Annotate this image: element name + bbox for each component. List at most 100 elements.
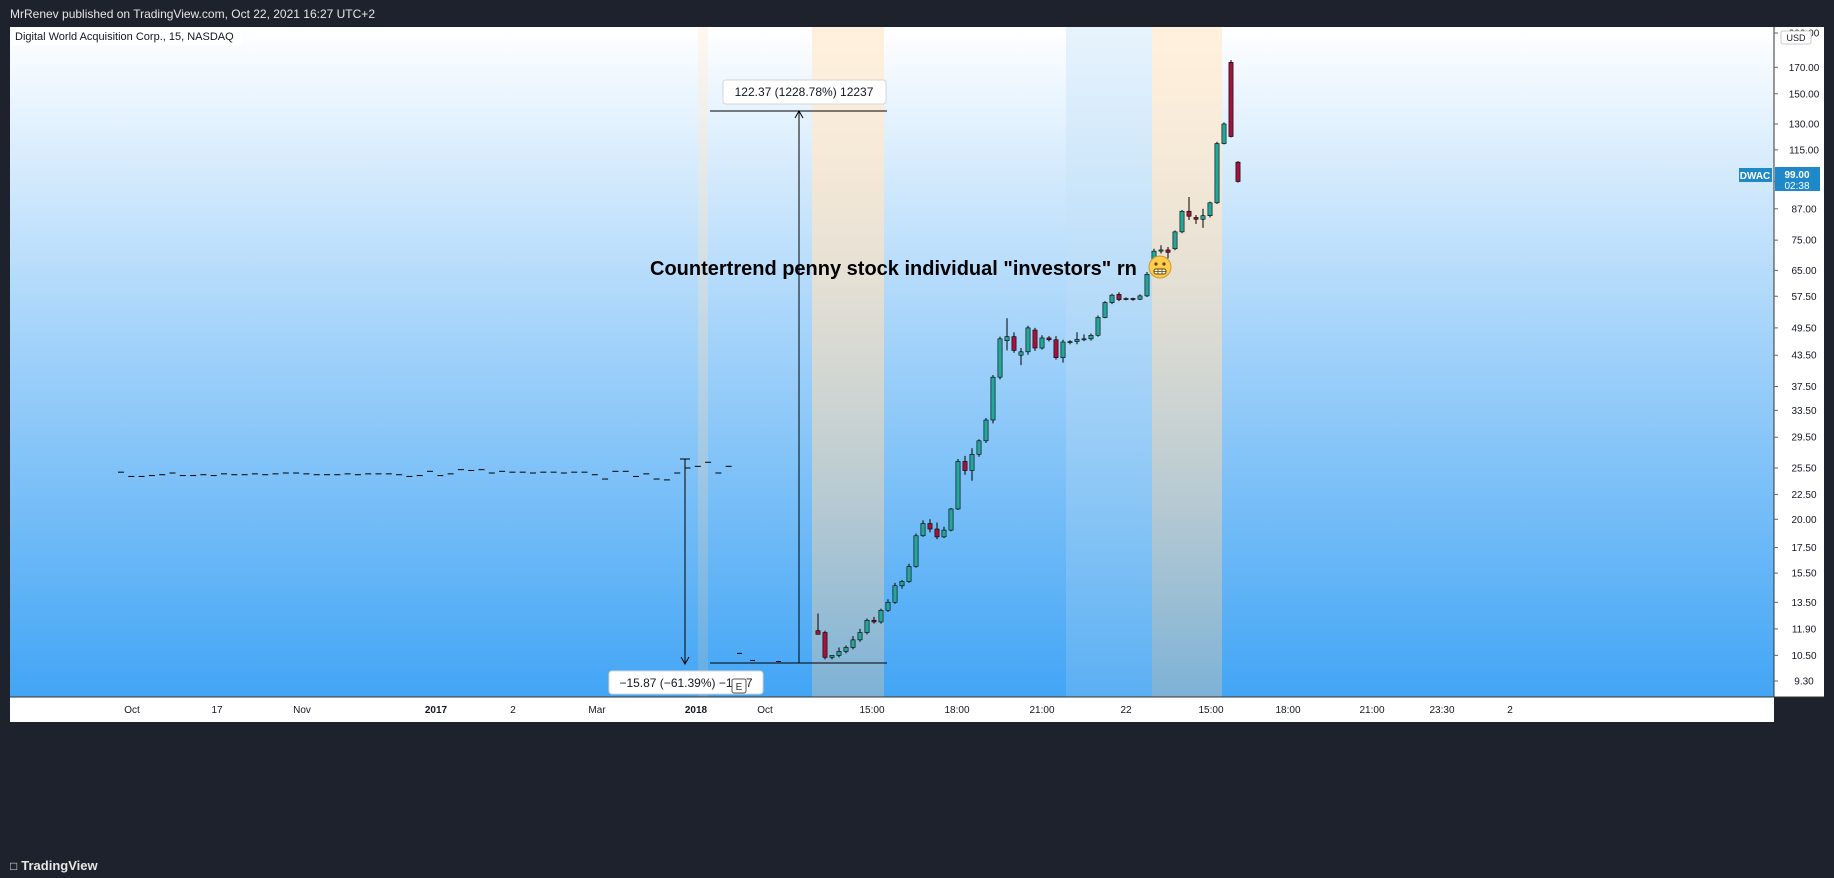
candle-body: [962, 461, 968, 471]
x-tick-label: 2: [510, 705, 516, 716]
x-tick-label: 15:00: [859, 705, 884, 716]
candle-body: [1032, 329, 1038, 349]
y-tick-label: 33.50: [1791, 406, 1816, 417]
candle-body: [1046, 337, 1052, 341]
measure-up-label: 122.37 (1228.78%) 12237: [735, 85, 874, 99]
footer-bar: □ TradingView: [0, 852, 1834, 878]
candle-body: [941, 529, 947, 538]
x-tick-label: 15:00: [1198, 705, 1223, 716]
candle-body: [885, 601, 891, 611]
candle-body: [934, 528, 940, 538]
candle-body: [1018, 351, 1024, 356]
x-tick-label: 21:00: [1029, 705, 1054, 716]
chart-canvas[interactable]: 122.37 (1228.78%) 12237 −15.87 (−61.39%)…: [10, 27, 1824, 852]
time-axis[interactable]: [10, 697, 1774, 722]
candle-body: [829, 655, 835, 658]
candle-body: [906, 566, 912, 582]
candle-body: [1172, 231, 1178, 250]
y-tick-label: 25.50: [1791, 463, 1816, 474]
candle-body: [983, 419, 989, 442]
candle-body: [815, 630, 821, 635]
publish-line: MrRenev published on TradingView.com, Oc…: [10, 7, 375, 21]
y-tick-label: 22.50: [1791, 490, 1816, 501]
candle-body: [1137, 295, 1143, 300]
x-tick-label: Mar: [588, 705, 606, 716]
candle-body: [850, 639, 856, 648]
candle-body: [836, 651, 842, 656]
x-tick-label: Oct: [757, 705, 773, 716]
y-tick-label: 65.00: [1791, 266, 1816, 277]
x-tick-label: 22: [1120, 705, 1132, 716]
y-tick-label: 130.00: [1789, 119, 1820, 130]
candle-body: [822, 632, 828, 658]
candle-body: [1011, 336, 1017, 351]
y-tick-label: 9.30: [1794, 677, 1814, 688]
ticker-symbol: DWAC: [1740, 171, 1771, 182]
brand-name: TradingView: [21, 858, 98, 873]
candle-body: [1025, 327, 1031, 353]
chart-frame[interactable]: 122.37 (1228.78%) 12237 −15.87 (−61.39%)…: [10, 27, 1824, 852]
arrow-down-icon: [680, 656, 690, 666]
measure-tool-up[interactable]: 122.37 (1228.78%) 12237: [710, 79, 887, 664]
chart-caption: Countertrend penny stock individual "inv…: [650, 258, 1137, 280]
x-tick-label: 21:00: [1359, 705, 1384, 716]
plot-background: [10, 27, 1774, 697]
ticker-countdown: 02:38: [1784, 181, 1809, 192]
currency-label: USD: [1786, 33, 1806, 43]
measure-down-label: −15.87 (−61.39%) −1587: [619, 676, 752, 690]
candle-body: [1081, 338, 1087, 341]
candle-body: [1004, 336, 1010, 341]
y-tick-label: 15.50: [1791, 569, 1816, 580]
session-highlights: [698, 27, 1222, 697]
x-tick-label: Oct: [124, 705, 140, 716]
candle-body: [878, 609, 884, 623]
ticker-price-tag: DWAC 99.00 02:38: [1739, 167, 1820, 192]
candle-body: [1193, 217, 1199, 220]
y-tick-label: 29.50: [1791, 433, 1816, 444]
x-tick-label: 2: [1507, 705, 1513, 716]
candle-body: [1130, 298, 1136, 300]
earnings-marker[interactable]: E: [731, 678, 747, 694]
candle-body: [1214, 143, 1220, 204]
session-band: [698, 27, 708, 697]
price-axis[interactable]: [1774, 27, 1824, 697]
candle-body: [969, 454, 975, 471]
session-band: [1066, 27, 1152, 697]
y-tick-label: 43.50: [1791, 351, 1816, 362]
candle-body: [1123, 298, 1129, 300]
candle-body: [1060, 341, 1066, 358]
ticker-price: 99.00: [1784, 170, 1809, 181]
x-tick-label: 2017: [425, 705, 448, 716]
candle-body: [1109, 294, 1115, 303]
candle-body: [920, 523, 926, 537]
brand-logo[interactable]: □ TradingView: [10, 858, 98, 873]
x-tick-label: 2018: [685, 705, 708, 716]
y-tick-label: 75.00: [1791, 236, 1816, 247]
session-band: [1152, 27, 1222, 697]
earnings-marker-label: E: [736, 682, 743, 693]
time-axis-ticks: Oct 17 Nov 2017 2 Mar 2018 Oct 15:00 18:00 21:00 22…: [124, 705, 1513, 716]
measure-tool-down[interactable]: −15.87 (−61.39%) −1587: [608, 458, 764, 695]
y-tick-label: 115.00: [1789, 145, 1819, 156]
candle-body: [1228, 62, 1234, 137]
currency-button[interactable]: USD: [1780, 30, 1812, 45]
x-tick-label: 18:00: [1275, 705, 1300, 716]
candle-body: [857, 632, 863, 641]
x-tick-label: 23:30: [1429, 705, 1454, 716]
candle-body: [1102, 302, 1108, 318]
candle-body: [927, 523, 933, 530]
y-tick-label: 170.00: [1789, 63, 1820, 74]
candle-body: [1116, 294, 1122, 300]
candle-body: [1235, 161, 1241, 182]
candle-body: [913, 535, 919, 567]
tradingview-logo-icon: □: [10, 859, 18, 873]
chart-title: Digital World Acquisition Corp., 15, NAS…: [15, 31, 234, 43]
arrow-up-icon: [794, 109, 804, 119]
candle-body: [899, 581, 905, 587]
candle-body: [1200, 215, 1206, 220]
y-tick-label: 11.90: [1792, 624, 1817, 635]
grimacing-face-icon: [1148, 255, 1172, 279]
candle-body: [1179, 210, 1185, 233]
candle-body: [843, 647, 849, 652]
legend-background: [12, 29, 242, 45]
